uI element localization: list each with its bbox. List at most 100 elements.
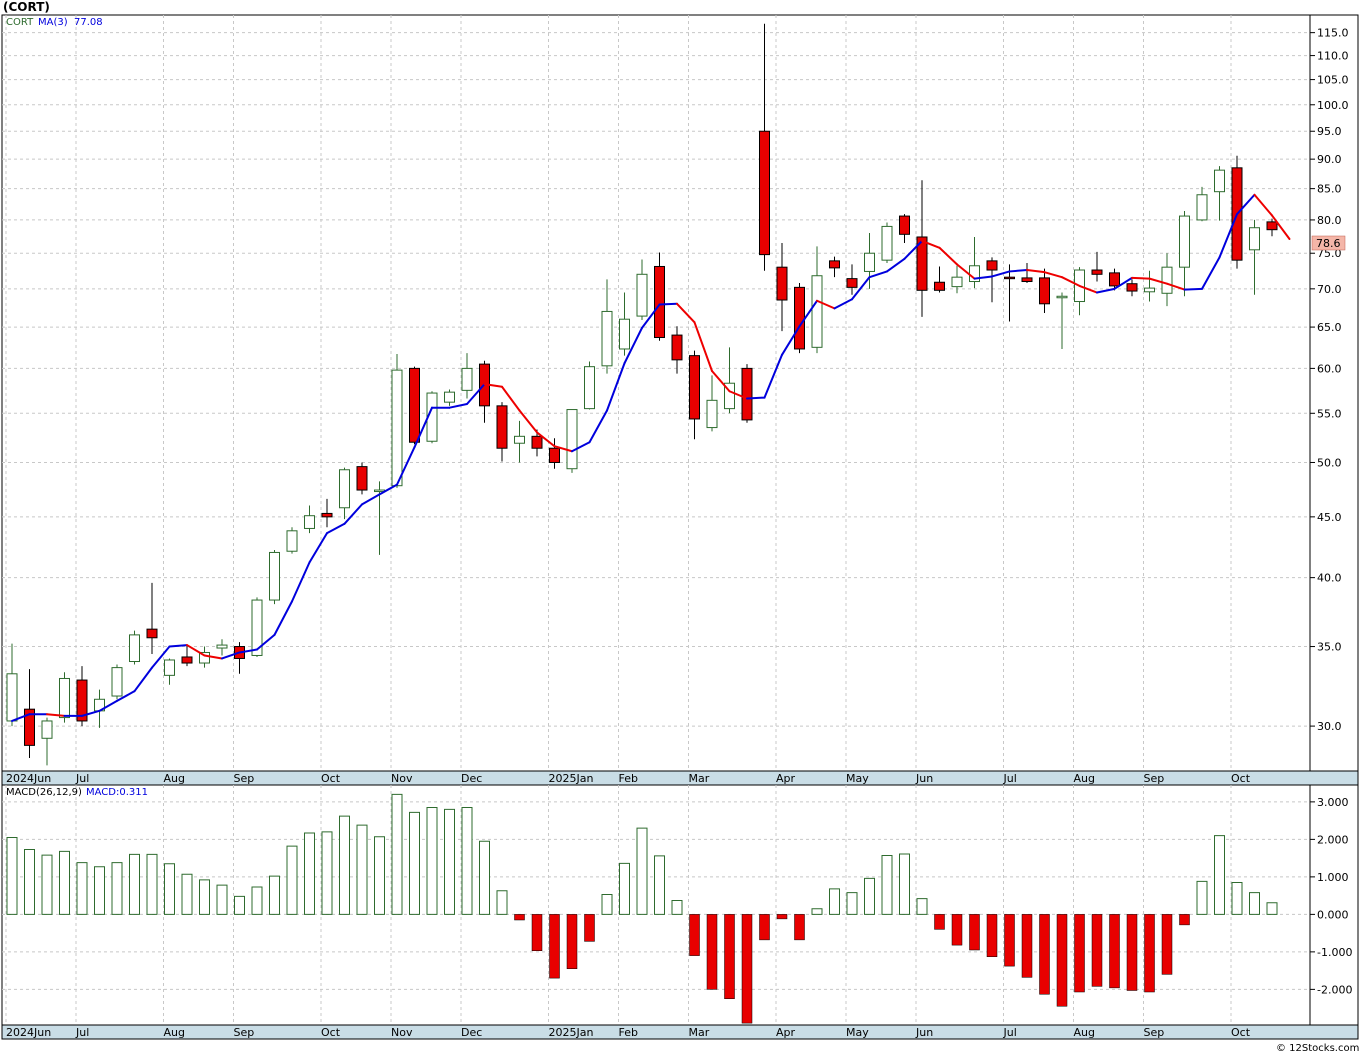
ma-segment xyxy=(816,299,836,310)
macd-y-tick-label: -2.000 xyxy=(1317,983,1352,996)
macd-bar xyxy=(129,853,140,915)
x-tick-label: 2025Jan xyxy=(549,772,594,785)
legend-ma-value: 77.08 xyxy=(74,17,103,28)
ma-segment xyxy=(518,409,538,434)
macd-bar xyxy=(899,853,910,915)
candle-body xyxy=(636,273,648,317)
macd-bar xyxy=(846,892,858,915)
ma-segment xyxy=(833,298,853,310)
ma-segment xyxy=(956,263,976,280)
candle-body xyxy=(356,466,368,491)
macd-bar xyxy=(1004,914,1015,967)
x-tick-label: May xyxy=(846,772,869,785)
x-tick-label: Aug xyxy=(1074,772,1095,785)
x-tick-label-macd: Nov xyxy=(391,1026,413,1039)
y-tick-label: 55.0 xyxy=(1317,407,1342,420)
ma-segment xyxy=(98,699,118,712)
candle-body xyxy=(619,318,630,350)
y-tick-label: 70.0 xyxy=(1317,283,1342,296)
ma-segment xyxy=(553,445,573,453)
price-x-axis-band xyxy=(1,770,1359,786)
x-tick-label: Oct xyxy=(1231,772,1251,785)
ma-segment xyxy=(903,239,923,260)
ma-segment xyxy=(1148,277,1168,285)
macd-bar xyxy=(1144,914,1155,993)
macd-bar xyxy=(881,855,893,915)
y-axis-labels: 30.0 35.0 40.0 45.0 50.0 55.0 60.0 65.0 70.0 75.0… xyxy=(1317,27,1352,997)
ma-segment xyxy=(1236,193,1256,216)
candle-body xyxy=(269,551,280,601)
candle-body xyxy=(549,447,560,463)
x-tick-label: Jun xyxy=(915,772,933,785)
macd-bar xyxy=(531,914,543,951)
ma-segment xyxy=(186,644,206,657)
macd-bar xyxy=(864,877,875,915)
y-tick-label: 45.0 xyxy=(1317,511,1342,524)
candle-body xyxy=(846,278,858,288)
macd-bar xyxy=(986,914,998,957)
ma-segment xyxy=(606,362,626,412)
macd-y-tick-label: 2.000 xyxy=(1317,833,1349,846)
ma-segment xyxy=(763,353,783,399)
macd-bar xyxy=(24,849,35,915)
ma-segment xyxy=(133,666,153,693)
y-tick-label: 30.0 xyxy=(1317,720,1342,733)
candlesticks xyxy=(6,23,1278,766)
macd-legend-value: MACD:0.311 xyxy=(86,787,148,798)
macd-bar xyxy=(321,831,333,915)
ma-segment xyxy=(693,321,713,372)
candle-body xyxy=(199,651,210,664)
ma-segment xyxy=(1113,276,1133,290)
x-tick-label: Mar xyxy=(689,772,710,785)
ma-segment xyxy=(81,709,101,717)
macd-bar xyxy=(1179,914,1190,926)
x-tick-label: Jul xyxy=(75,772,89,785)
candle-body xyxy=(59,677,70,719)
x-tick-label-macd: 2024Jun xyxy=(6,1026,51,1039)
macd-bar xyxy=(1126,914,1138,991)
macd-bar xyxy=(111,862,123,915)
candle-body xyxy=(1126,283,1138,292)
macd-bar xyxy=(409,811,420,915)
candle-body xyxy=(741,367,753,421)
macd-bar xyxy=(164,863,175,915)
x-tick-label-macd: Apr xyxy=(776,1026,796,1039)
macd-bar xyxy=(1231,882,1243,915)
candle-body xyxy=(24,708,35,746)
ma-segment xyxy=(991,270,1011,278)
ma-segment xyxy=(168,644,188,648)
candle-body xyxy=(1179,215,1190,268)
candle-body xyxy=(76,679,88,722)
candle-body xyxy=(986,260,998,271)
macd-bar xyxy=(146,853,158,915)
macd-y-tick-label: 1.000 xyxy=(1317,871,1349,884)
macd-bar xyxy=(269,875,280,915)
macd-bar xyxy=(1091,914,1103,987)
macd-bar xyxy=(741,914,753,1024)
ma-segment xyxy=(1218,213,1238,259)
ma-segment xyxy=(466,383,486,405)
macd-bar xyxy=(969,914,980,951)
y-tick-label: 85.0 xyxy=(1317,183,1342,196)
candle-body xyxy=(1056,295,1068,299)
candle-body xyxy=(881,225,893,261)
macd-bar xyxy=(689,914,700,956)
candle-body xyxy=(304,515,315,529)
ma-segment xyxy=(676,302,696,324)
macd-bar xyxy=(304,832,315,915)
ma-segment xyxy=(326,522,346,535)
candle-body xyxy=(584,366,595,410)
x-tick-label-macd: 2025Jan xyxy=(549,1026,594,1039)
candle-body xyxy=(41,720,53,739)
ma-segment xyxy=(448,402,468,409)
ma-segment xyxy=(221,651,241,660)
macd-bar xyxy=(1109,914,1120,989)
candle-body xyxy=(339,469,350,509)
last-price-badge xyxy=(1311,235,1346,251)
macd-bar xyxy=(601,894,613,915)
ma-segment xyxy=(413,406,433,449)
ma-segment xyxy=(256,633,276,651)
candle-body xyxy=(1021,277,1033,283)
macd-bar xyxy=(916,898,928,915)
x-tick-label: Oct xyxy=(321,772,341,785)
